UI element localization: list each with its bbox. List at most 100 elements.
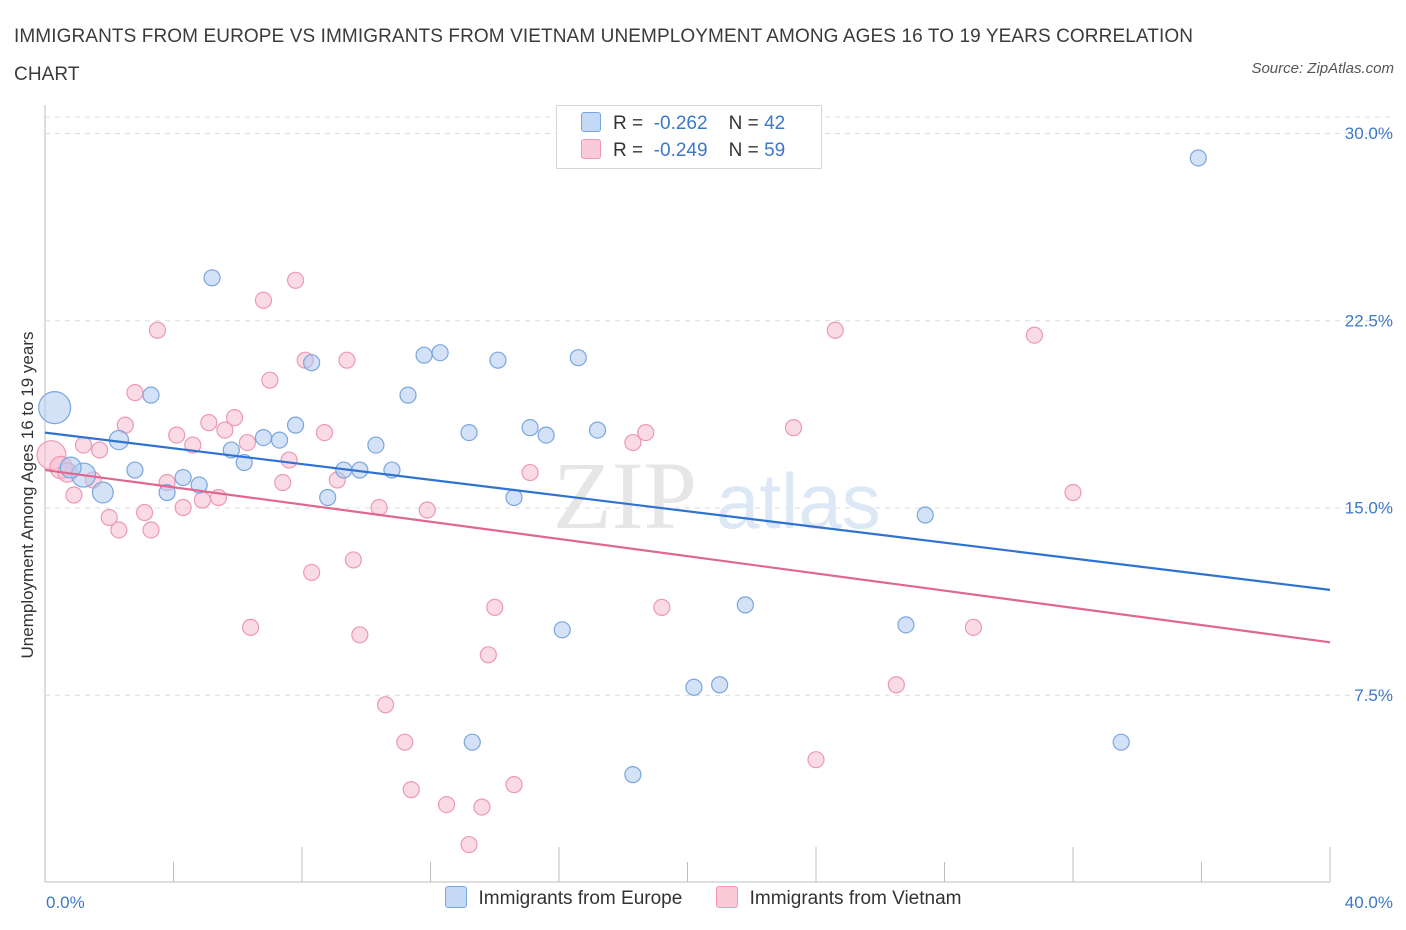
vietnam-point [216,421,234,439]
vietnam-point [887,676,905,694]
europe-point [588,421,607,439]
vietnam-point [418,501,436,519]
vietnam-point [200,414,218,432]
europe-point [399,386,417,404]
vietnam-point [193,491,212,509]
x-tick-labels: 0.0% 40.0% [46,893,1393,912]
legend-item-vietnam: Immigrants from Vietnam [715,886,961,910]
europe-point [685,678,703,696]
legend-r-value: -0.249 [653,140,708,161]
vietnam-point [826,321,844,339]
vietnam-point [126,384,144,402]
europe-point [286,416,305,434]
europe-point [190,476,208,494]
x-tick-label: 40.0% [1345,893,1393,912]
vietnam-point [521,463,539,482]
legend-row-europe: R = -0.262 N = 42 [581,112,785,138]
watermark-atlas: atlas [716,457,881,545]
vietnam-point [142,521,160,539]
europe-point [142,386,160,404]
europe-point [521,419,539,437]
vietnam-point [460,835,478,854]
trend-lines [44,431,1331,644]
legend-r-label: R = [613,140,644,161]
source-label: Source: ZipAtlas.com [1251,60,1394,77]
series-legend: Immigrants from Europe Immigrants from V… [0,886,1406,910]
y-tick-label: 15.0% [1345,499,1393,518]
vietnam-point [505,776,523,794]
vietnam-point [396,733,414,751]
vietnam-point [637,424,655,442]
europe-point [553,621,571,639]
europe-point [431,344,449,362]
vietnam-point [238,433,256,452]
europe-point [367,436,385,454]
legend-n-value: 59 [764,140,786,161]
vietnam-legend-swatch [715,886,738,908]
europe-point [126,461,144,479]
vietnam-point [1025,326,1044,344]
series-europe-points [38,149,1207,784]
vietnam-point [303,563,321,582]
vietnam-point [402,781,420,799]
europe-swatch [581,112,601,132]
y-tick-label: 30.0% [1345,124,1393,143]
vietnam-point [242,618,260,636]
legend-row-vietnam: R = -0.249 N = 59 [581,139,785,165]
vietnam-point [1064,483,1082,502]
europe-legend-swatch [444,886,467,908]
vietnam-point [964,618,983,636]
vietnam-point [225,409,244,427]
vietnam-point [110,521,128,539]
vietnam-point [486,598,504,616]
vietnam-point [437,796,456,814]
series-vietnam-points [36,271,1082,854]
europe-point [203,269,221,287]
vietnam-point [174,498,192,517]
europe-trend-line [44,431,1331,591]
vietnam-point [344,551,362,569]
legend-europe-label: Immigrants from Europe [478,888,683,909]
europe-point [897,616,915,634]
vietnam-point [65,486,83,504]
vietnam-point [473,798,491,816]
europe-point [91,481,114,504]
watermark-zip: ZIP [553,442,697,549]
legend-r-label: R = [613,113,644,134]
correlation-legend: R = -0.262 N = 42 R = -0.249 N = 59 [556,105,822,169]
legend-n-label: N = [728,140,759,161]
europe-point [254,428,273,447]
vietnam-point [280,451,298,469]
europe-point [460,424,478,442]
europe-point [319,488,337,507]
vietnam-point [91,441,109,459]
europe-point [736,596,754,614]
vietnam-point [274,473,292,492]
chart-title: IMMIGRANTS FROM EUROPE VS IMMIGRANTS FRO… [14,26,1194,85]
europe-point [38,391,72,425]
vietnam-point [479,646,497,664]
legend-n-value: 42 [764,113,786,134]
vietnam-point [351,626,369,644]
legend-item-europe: Immigrants from Europe [444,886,683,910]
vietnam-point [376,696,395,714]
europe-point [303,354,321,372]
europe-point [174,468,192,487]
vietnam-point [784,419,803,437]
europe-point [489,351,507,369]
vietnam-point [624,433,642,452]
vietnam-point [135,503,154,522]
europe-point [463,733,481,751]
vietnam-point [261,371,279,389]
vietnam-point [168,426,186,444]
vietnam-point [74,436,93,454]
europe-point [916,506,934,524]
x-axis-ticks [173,847,1331,882]
legend-n-label: N = [728,113,759,134]
europe-point [711,676,729,694]
grid-lines [45,116,1392,696]
y-tick-label: 22.5% [1345,311,1393,330]
europe-point [537,426,555,444]
vietnam-swatch [581,139,601,159]
